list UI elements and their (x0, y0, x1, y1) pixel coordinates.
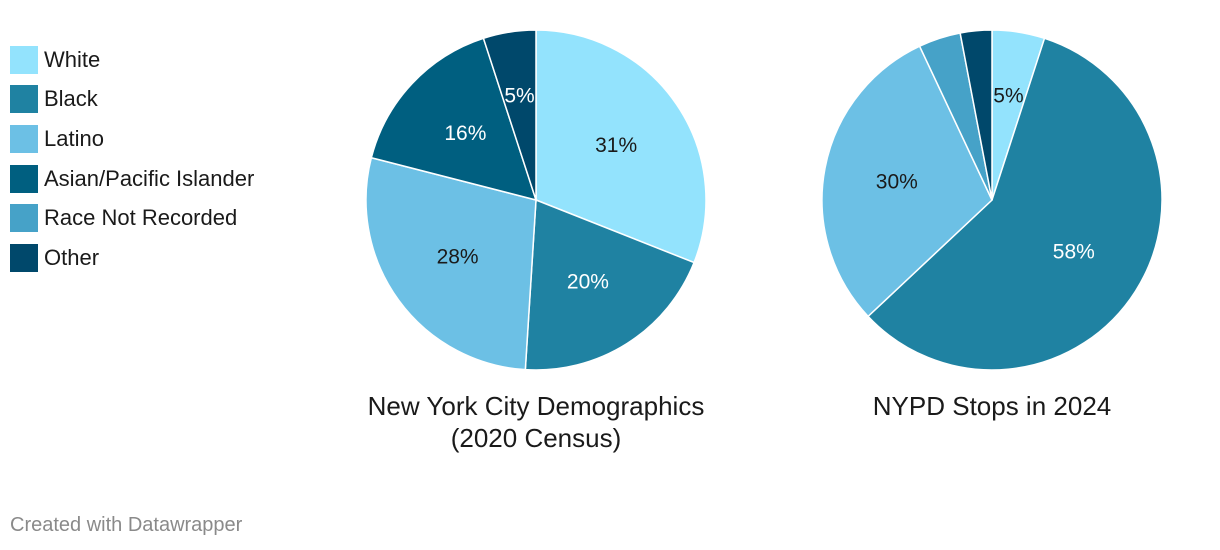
chart-title-line-1: NYPD Stops in 2024 (872, 391, 1112, 421)
pie-slice-other (959, 29, 993, 201)
legend-label-latino: Latino (44, 125, 104, 151)
pie-label-other: 5% (504, 84, 534, 107)
chart-title-line-1: New York City Demographics (367, 391, 705, 421)
legend-swatch-latino (10, 124, 38, 153)
legend-swatch-black (10, 85, 38, 114)
credit-text: Created with Datawrapper (10, 514, 243, 536)
legend-swatch-race-not-recorded (10, 204, 38, 233)
pie-slice-black (524, 198, 696, 371)
pie-slice-black (867, 37, 1163, 371)
legend-item-latino: Latino (10, 119, 254, 159)
legend-item-black: Black (10, 80, 254, 120)
legend-swatch-other (10, 243, 38, 272)
pie-slice-latino (365, 156, 537, 371)
chart-title-nyc-demographics: New York City Demographics (2020 Census) (336, 390, 736, 454)
pie-slice-asian-pacific-islander (370, 37, 538, 202)
legend-item-asian-pacific-islander: Asian/Pacific Islander (10, 159, 254, 199)
pie-label-white: 31% (595, 134, 637, 157)
legend-label-other: Other (44, 244, 100, 270)
chart-title-line-2: (2020 Census) (450, 423, 622, 453)
legend: White Black Latino Asian/Pacific Islande… (10, 40, 254, 278)
pie-label-black: 58% (1053, 240, 1095, 263)
legend-item-other: Other (10, 238, 254, 278)
pie-label-latino: 30% (876, 170, 918, 193)
chart-title-nypd-stops: NYPD Stops in 2024 (792, 390, 1192, 422)
pie-slice-other (482, 29, 537, 201)
legend-label-black: Black (44, 86, 98, 112)
pie-chart-nypd-stops: 5% 58% 30% (821, 29, 1163, 371)
legend-swatch-asian-pacific-islander (10, 164, 38, 193)
legend-swatch-white (10, 45, 38, 74)
pie-label-latino: 28% (437, 245, 479, 268)
pie-chart-nyc-demographics: 31% 20% 28% 16% 5% (365, 29, 707, 371)
legend-label-race-not-recorded: Race Not Recorded (44, 205, 238, 231)
pie-slice-latino (821, 45, 993, 318)
legend-item-race-not-recorded: Race Not Recorded (10, 198, 254, 238)
pie-label-asian-pacific-islander: 16% (444, 122, 486, 145)
legend-item-white: White (10, 40, 254, 80)
pie-label-black: 20% (567, 270, 609, 293)
legend-label-white: White (44, 46, 101, 72)
pie-slice-white (535, 29, 707, 264)
legend-label-asian-pacific-islander: Asian/Pacific Islander (44, 165, 255, 191)
pie-label-white: 5% (993, 84, 1023, 107)
